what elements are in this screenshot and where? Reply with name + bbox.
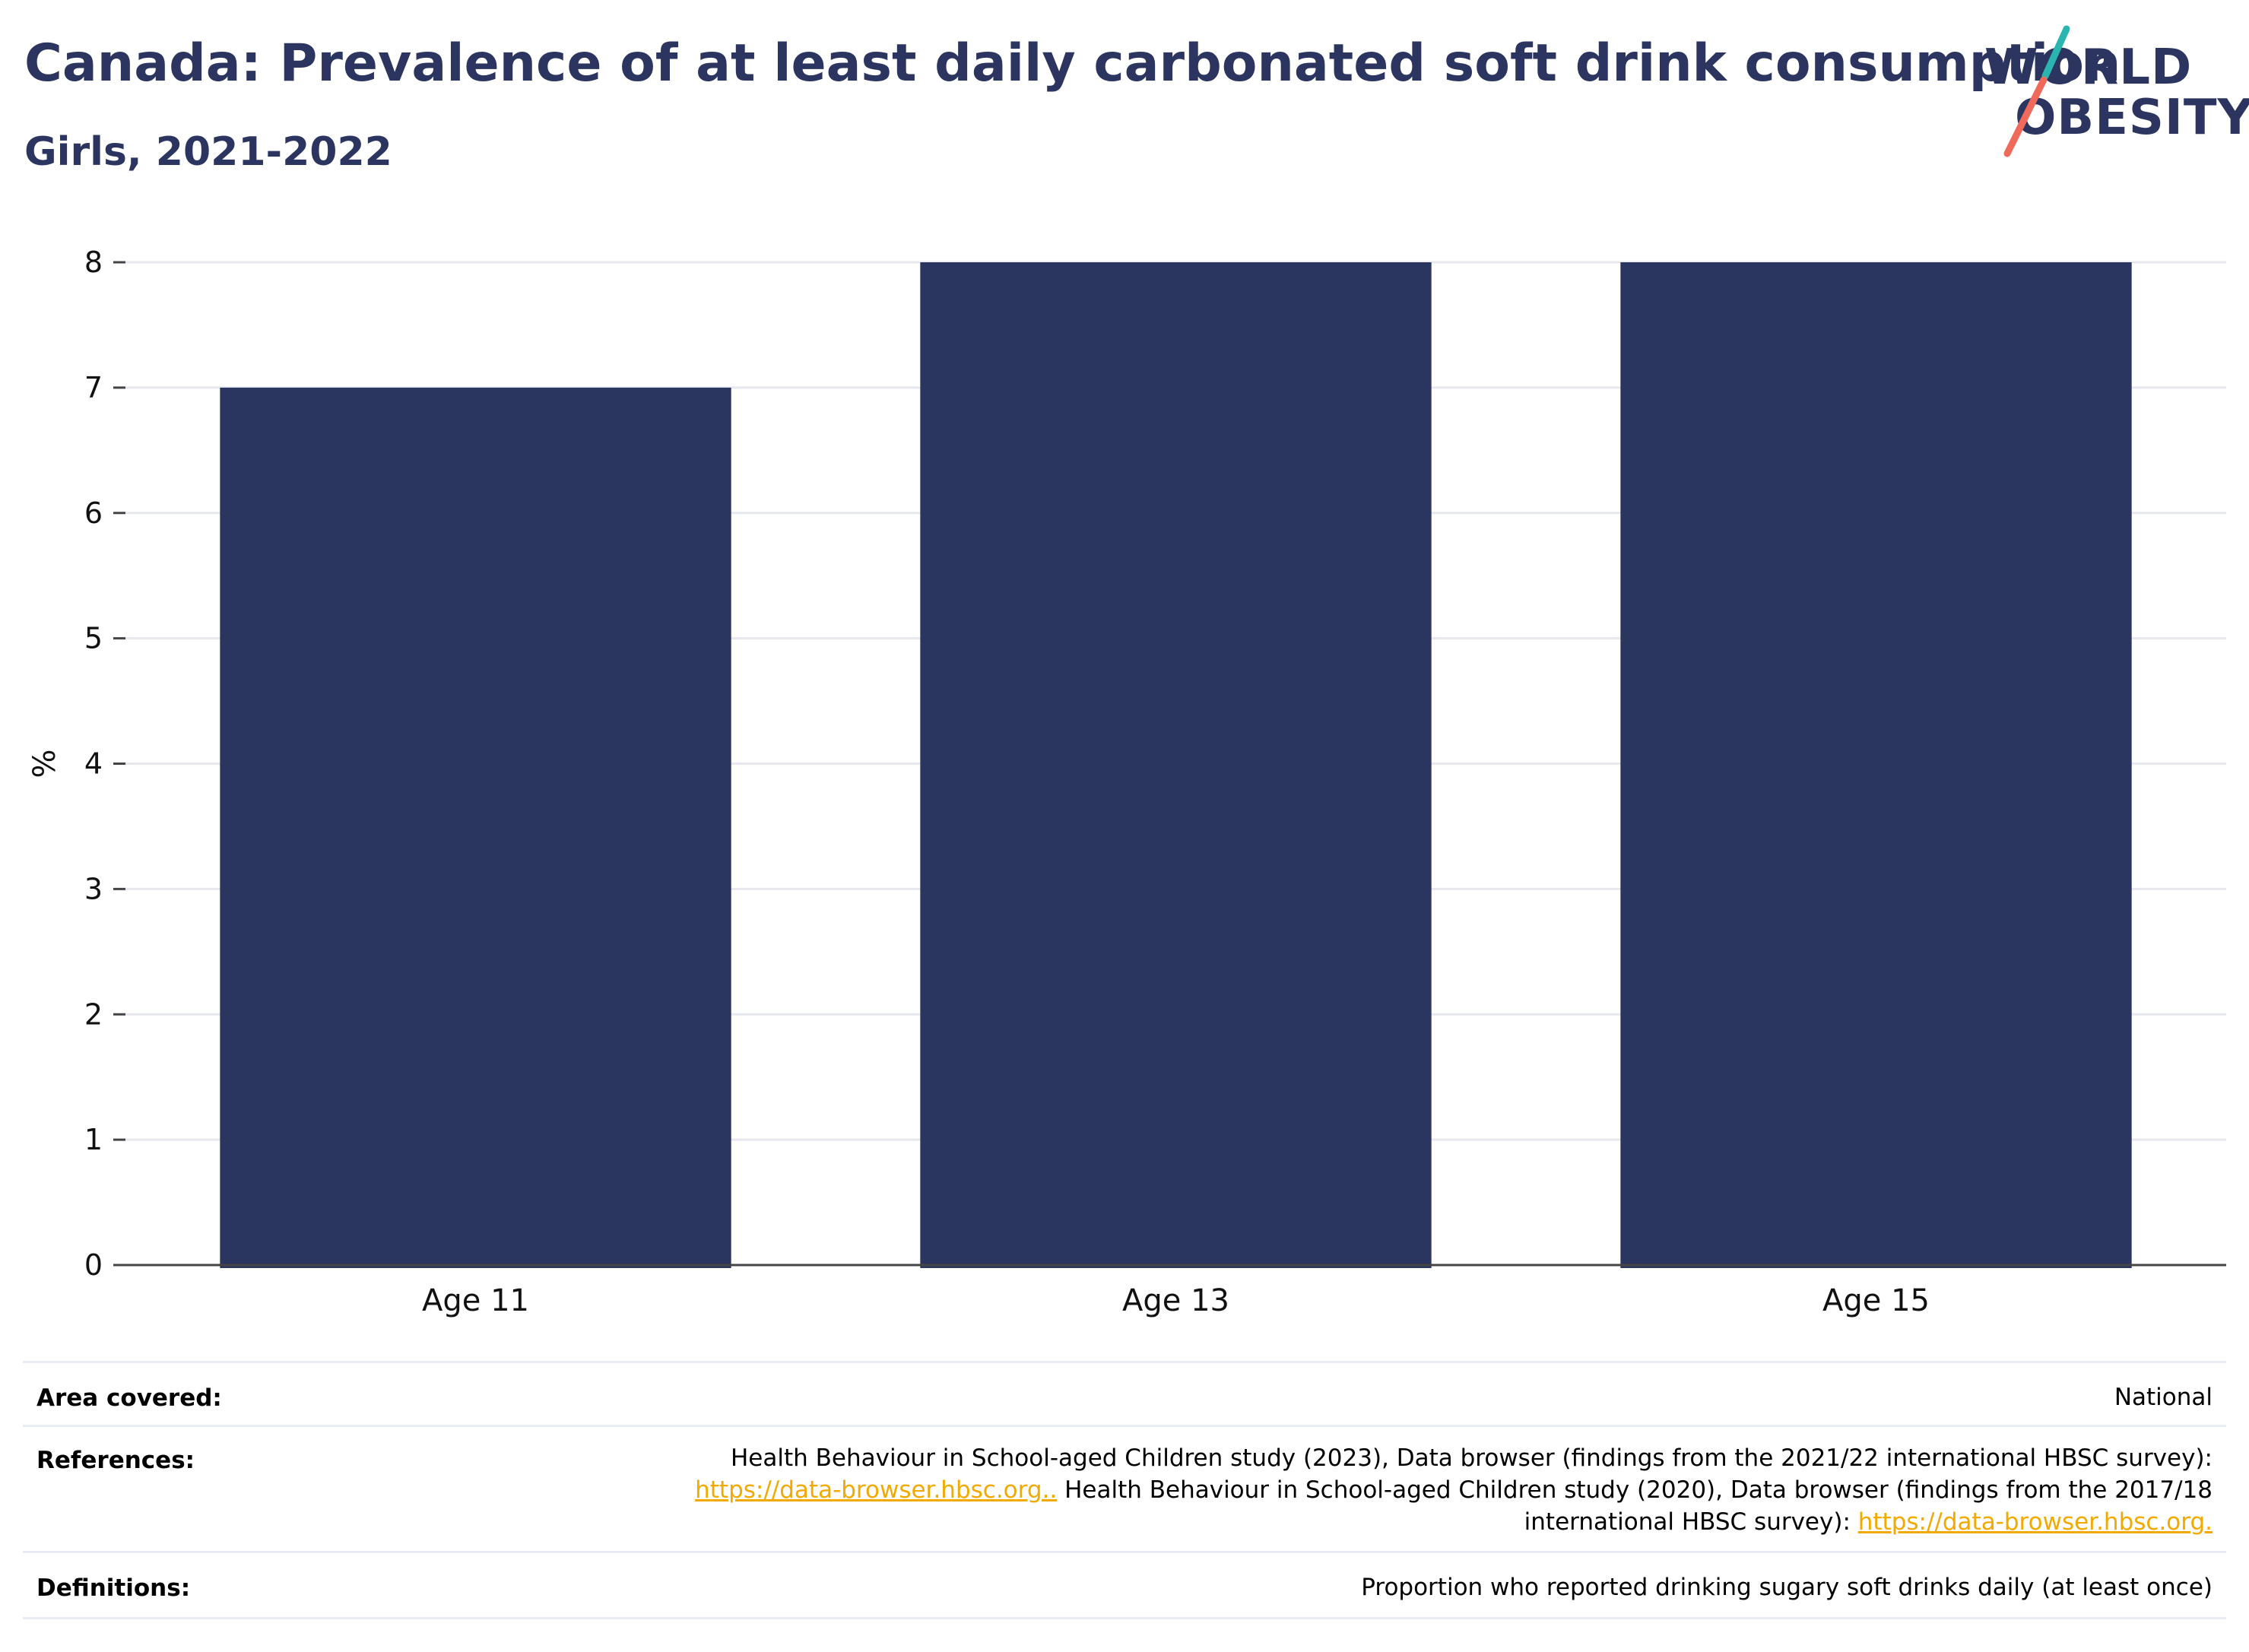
x-tick-label: Age 11 xyxy=(422,1283,529,1318)
y-tick-label: 0 xyxy=(84,1248,103,1282)
bars xyxy=(220,262,2132,1268)
y-tick-label: 8 xyxy=(84,246,103,279)
y-tick-label: 1 xyxy=(84,1123,103,1156)
y-tick-label: 7 xyxy=(84,371,103,404)
x-tick-label: Age 13 xyxy=(1122,1283,1229,1318)
definitions-row: Definitions: Proportion who reported dri… xyxy=(23,1551,2226,1619)
logo-line-1: WORLD xyxy=(1984,40,2193,96)
bar-age-15 xyxy=(1620,262,2132,1268)
world-obesity-logo: WORLD OBESITY xyxy=(1977,23,2249,160)
y-tick-label: 5 xyxy=(84,622,103,655)
bar-age-11 xyxy=(220,387,731,1268)
y-axis-label: % xyxy=(27,749,62,778)
references-line-2: https://data-browser.hbsc.org.. Health B… xyxy=(540,1474,2213,1506)
y-axis-ticks: 0 1 2 3 4 5 6 7 8 xyxy=(84,246,125,1282)
bar-chart: 0 1 2 3 4 5 6 7 8 Age 11 Age 13 Age 15 % xyxy=(27,246,2226,1318)
references-line-3: international HBSC survey): https://data… xyxy=(540,1506,2213,1538)
x-axis-ticks: Age 11 Age 13 Age 15 xyxy=(422,1283,1930,1318)
references-label: References: xyxy=(36,1447,195,1474)
chart-title: Canada: Prevalence of at least daily car… xyxy=(24,33,2121,94)
definitions-label: Definitions: xyxy=(36,1574,191,1602)
y-tick-label: 3 xyxy=(84,872,103,905)
references-line-2-text: Health Behaviour in School-aged Children… xyxy=(1057,1476,2213,1504)
logo-line-2: OBESITY xyxy=(2015,90,2249,146)
y-tick-label: 6 xyxy=(84,496,103,530)
area-covered-value: National xyxy=(2114,1384,2213,1411)
references-value: Health Behaviour in School-aged Children… xyxy=(540,1442,2213,1538)
chart-subtitle: Girls, 2021-2022 xyxy=(24,129,392,175)
y-tick-label: 4 xyxy=(84,747,103,781)
x-tick-label: Age 15 xyxy=(1822,1283,1930,1318)
logo-slash-icon xyxy=(2003,25,2070,157)
reference-link-2[interactable]: https://data-browser.hbsc.org. xyxy=(1857,1508,2213,1536)
area-covered-label: Area covered: xyxy=(36,1384,222,1412)
references-line-1: Health Behaviour in School-aged Children… xyxy=(731,1444,2213,1472)
references-line-3-text: international HBSC survey): xyxy=(1524,1508,1858,1536)
y-tick-label: 2 xyxy=(84,997,103,1031)
area-covered-row: Area covered: National xyxy=(23,1361,2226,1427)
definitions-value: Proportion who reported drinking sugary … xyxy=(1361,1574,2213,1601)
references-row: References: Health Behaviour in School-a… xyxy=(23,1425,2226,1553)
bar-age-13 xyxy=(920,262,1432,1268)
reference-link-1[interactable]: https://data-browser.hbsc.org.. xyxy=(695,1476,1058,1504)
